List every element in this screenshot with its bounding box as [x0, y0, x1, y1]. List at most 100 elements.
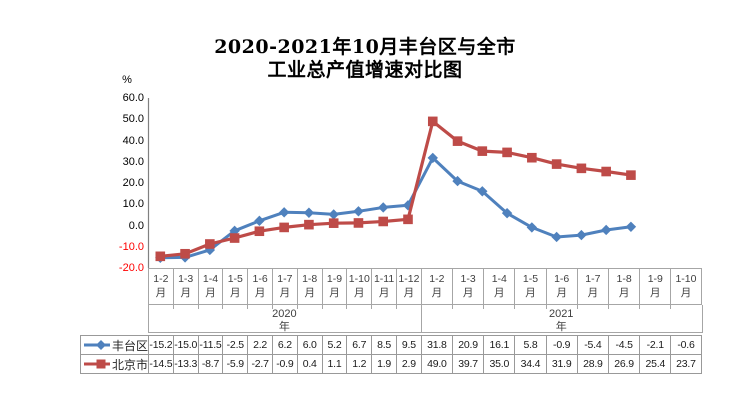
diamond-marker	[526, 222, 538, 233]
diamond-marker	[204, 244, 216, 256]
value-cell: 6.0	[296, 335, 322, 355]
value-cell: 34.4	[514, 354, 546, 374]
axis-divider-line	[452, 305, 453, 309]
diamond-marker	[353, 206, 364, 217]
value-cell: 2.9	[396, 354, 421, 374]
value-cell: -8.7	[197, 354, 223, 374]
x-category-cell: 1-11 月	[371, 268, 396, 305]
value-cell: 0.4	[296, 354, 322, 374]
square-marker	[155, 251, 166, 262]
x-category-cell: 1-10 月	[346, 268, 372, 305]
square-marker	[254, 226, 265, 237]
value-cell: 31.9	[545, 354, 577, 374]
square-marker	[527, 152, 537, 163]
x-category-cell: 1-5 月	[514, 268, 546, 305]
diamond-marker	[278, 207, 290, 218]
value-cell: 1.2	[346, 354, 372, 374]
axis-divider-line	[701, 305, 703, 333]
square-marker	[353, 218, 364, 228]
axis-divider-line	[222, 305, 224, 309]
diamond-marker	[303, 207, 315, 218]
value-cell: -2.7	[247, 354, 272, 374]
series-name: 北京市	[111, 357, 148, 372]
x-category-cell: 1-7 月	[576, 268, 608, 305]
axis-divider-line	[197, 305, 199, 309]
x-category-cell: 1-5 月	[222, 268, 248, 305]
value-cell: 5.8	[514, 335, 546, 355]
y-axis-tick-label: -10.0	[118, 240, 144, 253]
x-category-cell: 1-2 月	[420, 268, 452, 305]
value-cell: -0.9	[545, 335, 577, 355]
square-marker	[452, 136, 463, 146]
square-marker	[328, 218, 339, 228]
axis-divider-line	[321, 305, 323, 309]
diamond-marker	[427, 152, 438, 164]
square-marker	[403, 214, 413, 225]
x-category-cell: 1-9 月	[639, 268, 671, 305]
value-cell: 16.1	[483, 335, 515, 355]
x-category-cell: 1-8 月	[296, 268, 322, 305]
value-cell: 25.4	[639, 354, 671, 374]
legend-swatch-square	[84, 359, 110, 369]
square-marker	[378, 216, 389, 227]
chart-title: 2020-2021年10月丰台区与全市 工业总产值增速对比图	[160, 36, 570, 82]
square-marker	[626, 170, 636, 180]
square-marker	[205, 239, 215, 249]
diamond-marker	[254, 215, 265, 227]
value-cell: 28.9	[576, 354, 608, 374]
value-cell: 26.9	[608, 354, 640, 374]
year-group-label: 2020 年	[272, 308, 297, 333]
y-axis-unit-label: %	[122, 74, 132, 86]
square-marker	[229, 233, 240, 243]
diamond-marker	[551, 231, 562, 243]
diamond-marker	[328, 209, 339, 220]
square-marker	[551, 159, 562, 169]
y-axis-tick-label: 10.0	[122, 198, 144, 211]
value-cell: 6.7	[346, 335, 372, 355]
y-axis-tick-label: 20.0	[122, 177, 144, 189]
value-cell: 8.5	[371, 335, 396, 355]
axis-divider-line	[576, 305, 578, 309]
value-cell: 39.7	[452, 354, 484, 374]
value-cell: -0.6	[670, 335, 702, 355]
value-cell: -11.5	[197, 335, 223, 355]
diamond-marker	[625, 221, 637, 232]
axis-divider-line	[483, 305, 485, 309]
value-cell: -13.3	[172, 354, 198, 374]
value-cell: 2.2	[247, 335, 272, 355]
axis-divider-line	[172, 305, 174, 309]
y-axis-tick-label: 30.0	[122, 155, 144, 168]
x-category-cell: 1-4 月	[483, 268, 515, 305]
x-category-cell: 1-12 月	[396, 268, 421, 305]
legend-cell: 北京市	[80, 354, 148, 374]
value-cell: 35.0	[483, 354, 515, 374]
series-name: 丰台区	[111, 338, 148, 353]
square-marker	[477, 146, 488, 156]
x-category-cell: 1-6 月	[247, 268, 272, 305]
axis-divider-line	[371, 305, 373, 309]
square-marker	[502, 147, 512, 158]
value-cell: -14.5	[148, 354, 173, 374]
square-marker	[279, 222, 289, 233]
axis-divider-line	[247, 305, 249, 309]
y-axis-tick-label: 60.0	[122, 92, 144, 104]
axis-divider-line	[670, 305, 672, 309]
value-cell: -4.5	[608, 335, 640, 355]
value-cell: 31.8	[420, 335, 452, 355]
year-group-label: 2021 年	[548, 308, 574, 333]
x-category-cell: 1-4 月	[197, 268, 223, 305]
axis-divider-line	[148, 305, 149, 333]
diamond-marker	[452, 175, 463, 187]
diamond-marker	[501, 207, 513, 219]
value-cell: -15.0	[172, 335, 198, 355]
square-marker	[304, 219, 314, 230]
y-axis-tick-label: 40.0	[122, 134, 144, 147]
legend-cell: 丰台区	[80, 335, 148, 355]
value-cell: -5.4	[576, 335, 608, 355]
axis-divider-line	[272, 305, 273, 309]
axis-divider-line	[639, 305, 641, 309]
x-category-cell: 1-6 月	[545, 268, 577, 305]
diamond-marker	[378, 202, 389, 213]
diamond-marker	[600, 224, 612, 236]
